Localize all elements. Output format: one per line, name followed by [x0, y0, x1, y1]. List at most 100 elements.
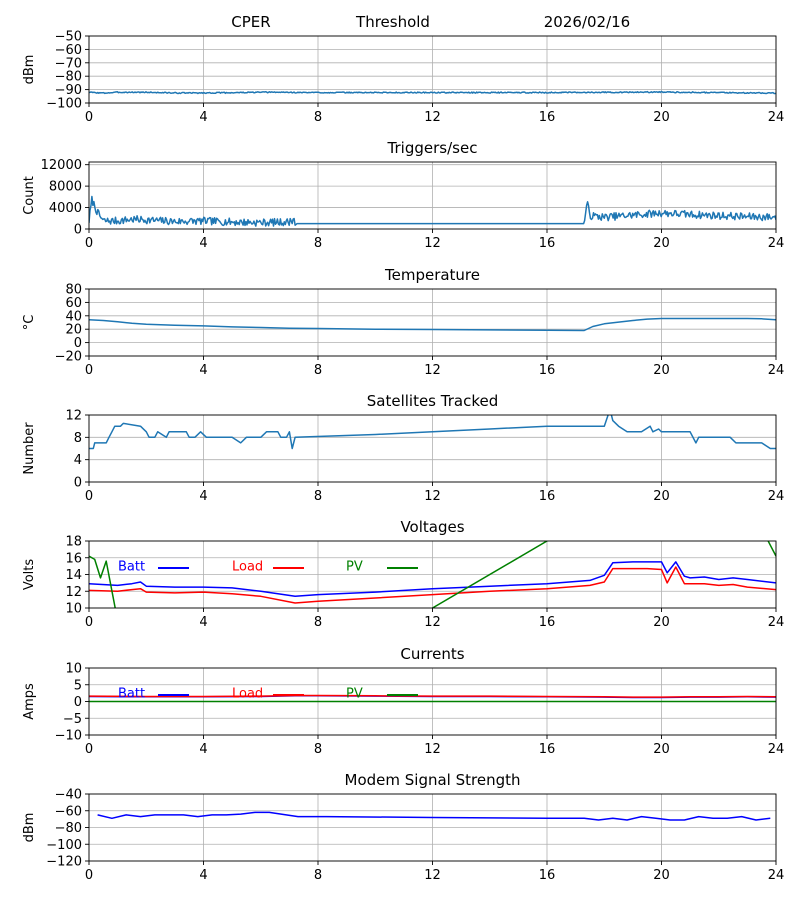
y-tick-label: −5: [63, 712, 82, 727]
y-tick-label: 4: [74, 453, 82, 468]
x-tick-label: 20: [653, 742, 670, 757]
y-tick-label: 18: [65, 535, 82, 550]
x-tick-label: 24: [768, 489, 785, 504]
x-tick-label: 12: [424, 742, 441, 757]
y-tick-label: 12: [65, 585, 82, 600]
x-tick-label: 16: [539, 868, 556, 883]
x-tick-label: 12: [424, 363, 441, 378]
x-tick-label: 20: [653, 236, 670, 251]
x-tick-label: 8: [314, 363, 322, 378]
y-tick-label: −120: [46, 855, 82, 870]
y-axis-label: Number: [22, 422, 37, 475]
x-tick-label: 24: [768, 110, 785, 125]
chart-title: Temperature: [384, 266, 480, 284]
y-tick-label: 80: [65, 283, 82, 298]
chart-modem: 0 4 8 12 16 20 24 −120 −100 −80 −60−40 dBm Modem Sig…: [22, 771, 784, 883]
legend-label-pv: PV: [346, 687, 363, 702]
series-line-satellites: [89, 415, 776, 450]
x-tick-label: 16: [539, 615, 556, 630]
x-tick-label: 0: [85, 868, 93, 883]
y-tick-label: 16: [65, 551, 82, 566]
series-line-threshold: [89, 90, 776, 95]
x-tick-label: 16: [539, 236, 556, 251]
x-tick-label: 0: [85, 615, 93, 630]
series-line-load: [89, 694, 776, 698]
x-tick-label: 12: [424, 868, 441, 883]
y-tick-label: 4000: [49, 201, 82, 216]
y-tick-label: 60: [65, 296, 82, 311]
x-tick-label: 24: [768, 868, 785, 883]
y-tick-label: 12000: [41, 158, 82, 173]
chart-title: Voltages: [400, 518, 464, 536]
y-axis-label: dBm: [22, 813, 37, 843]
y-tick-label: 8: [74, 431, 82, 446]
x-tick-label: 24: [768, 236, 785, 251]
x-tick-label: 0: [85, 489, 93, 504]
x-tick-label: 16: [539, 363, 556, 378]
series-line-pv: [89, 541, 776, 608]
y-axis-label: dBm: [22, 55, 37, 85]
legend-label-load: Load: [232, 560, 263, 575]
y-tick-label: −40: [55, 788, 82, 803]
x-tick-label: 8: [314, 236, 322, 251]
header-site: CPER: [231, 13, 270, 31]
x-tick-label: 4: [199, 110, 207, 125]
figure-header: CPER Threshold 2026/02/16: [231, 13, 630, 31]
y-tick-label: −100: [46, 97, 82, 112]
header-date: 2026/02/16: [544, 13, 630, 31]
x-tick-label: 24: [768, 615, 785, 630]
x-tick-label: 0: [85, 110, 93, 125]
series-line-temperature: [89, 317, 776, 332]
chart-satellites: 0 4 8 12 16 20 24 0 4 8 12 Number Satellites Tracked: [22, 392, 784, 504]
series-line-batt: [89, 561, 776, 598]
y-tick-label: −80: [55, 70, 82, 85]
series-line-load: [89, 566, 776, 604]
x-tick-label: 24: [768, 363, 785, 378]
chart-title: Satellites Tracked: [367, 392, 498, 410]
chart-title: Triggers/sec: [387, 139, 478, 157]
y-tick-label: 0: [74, 223, 82, 238]
legend-label-load: Load: [232, 687, 263, 702]
x-tick-label: 24: [768, 742, 785, 757]
legend-label-batt: Batt: [118, 560, 145, 575]
y-tick-label: −60: [55, 43, 82, 58]
x-tick-label: 8: [314, 489, 322, 504]
y-tick-label: −10: [55, 729, 82, 744]
y-tick-label: −70: [55, 56, 82, 71]
x-tick-label: 20: [653, 489, 670, 504]
x-tick-label: 8: [314, 615, 322, 630]
series-line-triggers: [89, 195, 776, 227]
x-tick-label: 8: [314, 742, 322, 757]
x-tick-label: 16: [539, 110, 556, 125]
y-tick-label: 5: [74, 678, 82, 693]
x-tick-label: 16: [539, 742, 556, 757]
y-axis-label: °C: [22, 315, 37, 331]
y-tick-label: 12: [65, 409, 82, 424]
y-tick-label: −60: [55, 804, 82, 819]
legend-label-pv: PV: [346, 560, 363, 575]
y-tick-label: 8000: [49, 180, 82, 195]
x-tick-label: 20: [653, 868, 670, 883]
y-axis-label: Amps: [22, 683, 37, 720]
chart-title: Currents: [400, 645, 464, 663]
y-tick-label: 0: [74, 476, 82, 491]
y-tick-label: −80: [55, 821, 82, 836]
y-tick-label: 10: [65, 662, 82, 677]
x-tick-label: 12: [424, 110, 441, 125]
y-tick-label: −90: [55, 83, 82, 98]
legend-label-batt: Batt: [118, 687, 145, 702]
y-tick-label: 0: [74, 695, 82, 710]
x-tick-label: 8: [314, 110, 322, 125]
y-axis-label: Count: [22, 176, 37, 215]
x-tick-label: 8: [314, 868, 322, 883]
x-tick-label: 20: [653, 363, 670, 378]
x-tick-label: 4: [199, 742, 207, 757]
x-tick-label: 16: [539, 489, 556, 504]
x-tick-label: 0: [85, 742, 93, 757]
series-line-modem: [97, 811, 771, 821]
